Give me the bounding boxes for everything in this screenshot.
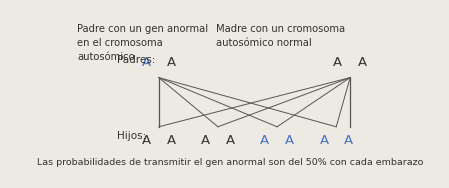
Text: A: A xyxy=(320,134,329,147)
Text: Las probabilidades de transmitir el gen anormal son del 50% con cada embarazo: Las probabilidades de transmitir el gen … xyxy=(37,158,423,167)
Text: A: A xyxy=(344,134,353,147)
Text: Madre con un cromosoma
autosómico normal: Madre con un cromosoma autosómico normal xyxy=(216,24,345,48)
Text: A: A xyxy=(142,134,151,147)
Text: A: A xyxy=(285,134,294,147)
Text: A: A xyxy=(201,134,210,147)
Text: Padre con un gen anormal
en el cromosoma
autosómico: Padre con un gen anormal en el cromosoma… xyxy=(77,24,208,62)
Text: A: A xyxy=(167,134,176,147)
Text: A: A xyxy=(225,134,235,147)
Text: A: A xyxy=(260,134,269,147)
Text: A: A xyxy=(334,56,343,69)
Text: A: A xyxy=(167,56,176,69)
Text: A: A xyxy=(358,56,367,69)
Text: Padres:: Padres: xyxy=(117,55,155,64)
Text: A: A xyxy=(142,56,151,69)
Text: Hijos:: Hijos: xyxy=(117,131,146,141)
